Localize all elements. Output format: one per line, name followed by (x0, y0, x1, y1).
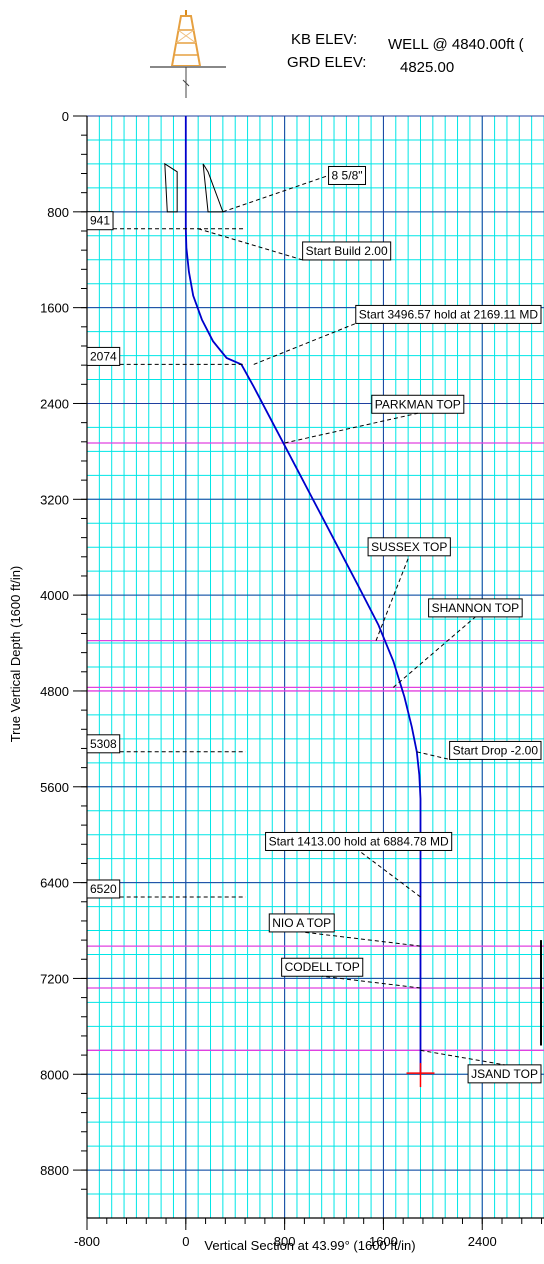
derrick-icon (150, 10, 226, 98)
depth-marker: 6520 (87, 880, 120, 898)
path-annotation-text: Start Build 2.00 (306, 244, 388, 258)
y-tick-label: 1600 (40, 301, 69, 316)
kb-elev-label: KB ELEV: (291, 31, 357, 48)
x-axis-label: Vertical Section at 43.99° (1600 ft/in) (204, 1238, 415, 1253)
casing-label-text: 8 5/8" (332, 168, 363, 182)
formation-label-text: JSAND TOP (471, 1067, 538, 1081)
path-annotation: Start 3496.57 hold at 2169.11 MD (356, 305, 541, 323)
y-tick-label: 4800 (40, 684, 69, 699)
formation-label: SHANNON TOP (429, 599, 523, 617)
leader-line (254, 323, 356, 364)
leader-line (302, 932, 421, 946)
formation-label: NIO A TOP (269, 914, 334, 932)
depth-marker-text: 941 (90, 214, 110, 228)
formation-label-text: CODELL TOP (285, 960, 360, 974)
depth-marker-text: 5308 (90, 737, 117, 751)
grd-elev-label: GRD ELEV: (287, 54, 366, 71)
x-tick-label: 0 (182, 1234, 189, 1249)
leader-line (285, 413, 418, 443)
plot-area: 0 800 1600 2400 3200 4000 4800 5600 6400 7200 8000… (40, 109, 544, 1249)
path-annotation: Start Drop -2.00 (450, 741, 541, 759)
formation-label-text: SHANNON TOP (432, 601, 520, 615)
header: KB ELEV: WELL @ 4840.00ft ( GRD ELEV: 48… (150, 10, 524, 98)
path-annotation-text: Start 1413.00 hold at 6884.78 MD (269, 834, 449, 848)
leader-line (198, 229, 302, 260)
y-tick-label: 2400 (40, 396, 69, 411)
y-tick-label: 5600 (40, 780, 69, 795)
formation-label: CODELL TOP (282, 958, 363, 976)
formation-label-text: PARKMAN TOP (375, 397, 461, 411)
path-annotation: Start Build 2.00 (303, 242, 391, 260)
y-axis-label: True Vertical Depth (1600 ft/in) (8, 566, 23, 743)
y-tick-label: 800 (47, 205, 69, 220)
kb-elev-value: WELL @ 4840.00ft ( (388, 36, 524, 53)
formation-label-text: SUSSEX TOP (371, 540, 447, 554)
formation-label: PARKMAN TOP (372, 395, 464, 413)
y-tick-label: 8000 (40, 1067, 69, 1082)
x-tick-label: 2400 (468, 1234, 497, 1249)
leader-line (359, 850, 421, 897)
leader-line (393, 617, 475, 687)
formation-label: SUSSEX TOP (368, 538, 450, 556)
path-annotation: Start 1413.00 hold at 6884.78 MD (266, 832, 452, 850)
y-tick-label: 7200 (40, 971, 69, 986)
formation-label-text: NIO A TOP (272, 916, 331, 930)
leader-line (376, 556, 409, 641)
y-tick-label: 0 (62, 109, 69, 124)
depth-marker: 2074 (87, 347, 120, 365)
y-tick-label: 3200 (40, 492, 69, 507)
depth-marker-text: 2074 (90, 349, 117, 363)
grd-elev-value: 4825.00 (400, 59, 454, 76)
formation-label: JSAND TOP (468, 1065, 541, 1083)
depth-marker-text: 6520 (90, 882, 117, 896)
y-tick-label: 4000 (40, 588, 69, 603)
path-annotation-text: Start 3496.57 hold at 2169.11 MD (359, 307, 539, 321)
path-annotation-text: Start Drop -2.00 (453, 743, 539, 757)
casing-label: 8 5/8" (329, 166, 366, 184)
y-tick-label: 6400 (40, 876, 69, 891)
depth-marker: 5308 (87, 735, 120, 753)
leader-line (223, 175, 329, 211)
x-tick-label: -800 (74, 1234, 100, 1249)
depth-marker: 941 (87, 212, 113, 230)
y-tick-label: 8800 (40, 1163, 69, 1178)
